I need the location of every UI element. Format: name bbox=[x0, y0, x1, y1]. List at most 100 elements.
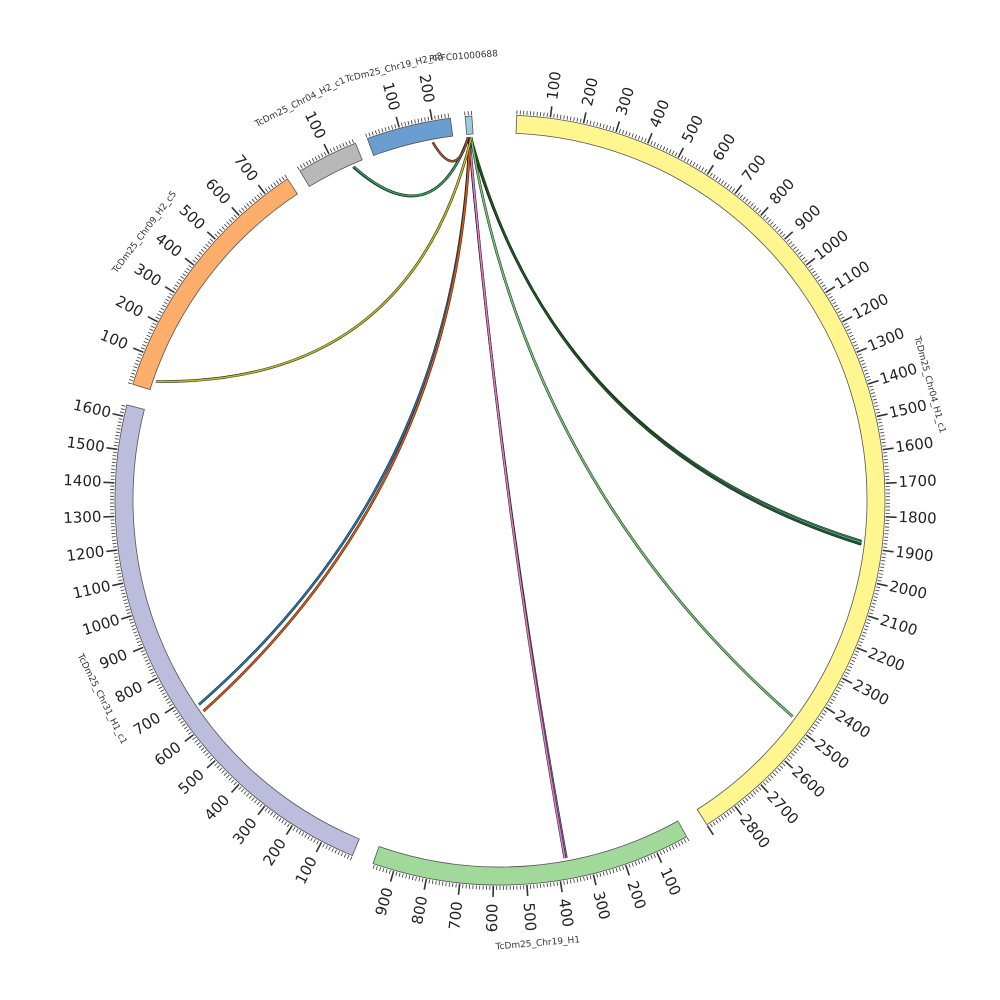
minor-tick bbox=[249, 200, 253, 205]
minor-tick bbox=[158, 686, 163, 690]
minor-tick bbox=[869, 385, 874, 388]
link-outline-2 bbox=[469, 136, 862, 546]
minor-tick bbox=[162, 304, 166, 308]
minor-tick bbox=[853, 653, 858, 656]
major-tick bbox=[734, 184, 743, 195]
minor-tick bbox=[404, 121, 407, 126]
minor-tick bbox=[214, 233, 218, 238]
minor-tick bbox=[852, 341, 857, 344]
minor-tick bbox=[163, 695, 168, 698]
minor-tick bbox=[618, 866, 621, 872]
minor-tick bbox=[596, 122, 599, 127]
minor-tick bbox=[134, 363, 139, 366]
minor-tick bbox=[855, 347, 860, 350]
minor-tick bbox=[692, 162, 696, 166]
minor-tick bbox=[121, 404, 126, 407]
minor-tick bbox=[788, 755, 793, 759]
minor-tick bbox=[124, 605, 129, 608]
segment-tcdm25-chr04-h2-c1 bbox=[299, 142, 363, 187]
minor-tick bbox=[174, 712, 179, 716]
minor-tick bbox=[659, 851, 663, 856]
minor-tick bbox=[184, 270, 188, 274]
minor-tick bbox=[441, 881, 444, 886]
minor-tick bbox=[228, 777, 232, 781]
tick-label: 900 bbox=[372, 885, 397, 917]
link-2 bbox=[470, 136, 862, 546]
minor-tick bbox=[609, 125, 612, 131]
minor-tick bbox=[264, 807, 268, 812]
tick-label: 700 bbox=[230, 151, 262, 185]
minor-tick bbox=[180, 275, 185, 279]
minor-tick bbox=[750, 793, 754, 797]
minor-tick bbox=[878, 421, 883, 424]
major-tick bbox=[315, 841, 323, 853]
major-tick bbox=[706, 164, 714, 175]
minor-tick bbox=[323, 151, 327, 156]
minor-tick bbox=[407, 120, 410, 125]
minor-tick bbox=[178, 278, 183, 282]
minor-tick bbox=[398, 872, 401, 877]
minor-tick bbox=[192, 259, 197, 263]
minor-tick bbox=[793, 246, 797, 250]
minor-tick bbox=[770, 221, 774, 225]
minor-tick bbox=[238, 209, 243, 214]
minor-tick bbox=[126, 612, 131, 615]
minor-tick bbox=[336, 145, 339, 150]
minor-tick bbox=[275, 180, 279, 185]
minor-tick bbox=[155, 316, 160, 320]
minor-tick bbox=[307, 835, 310, 840]
minor-tick bbox=[843, 674, 848, 678]
minor-tick bbox=[863, 628, 868, 631]
minor-tick bbox=[698, 165, 702, 170]
tick-label: 300 bbox=[229, 814, 261, 848]
minor-tick bbox=[188, 731, 192, 735]
major-tick bbox=[257, 805, 266, 816]
minor-tick bbox=[281, 176, 285, 181]
minor-tick bbox=[843, 322, 848, 326]
tick-label: 500 bbox=[520, 902, 540, 932]
tick-label: 500 bbox=[175, 765, 208, 798]
minor-tick bbox=[876, 411, 881, 414]
minor-tick bbox=[737, 803, 741, 808]
minor-tick bbox=[270, 184, 274, 188]
minor-tick bbox=[718, 817, 722, 822]
major-tick bbox=[842, 677, 853, 685]
minor-tick bbox=[823, 709, 828, 713]
minor-tick bbox=[872, 599, 877, 602]
minor-tick bbox=[775, 770, 779, 774]
major-tick bbox=[206, 759, 216, 769]
minor-tick bbox=[767, 219, 772, 223]
minor-tick bbox=[160, 689, 165, 693]
minor-tick bbox=[308, 159, 312, 164]
minor-tick bbox=[297, 166, 300, 171]
minor-tick bbox=[877, 418, 882, 421]
major-tick bbox=[184, 734, 195, 743]
minor-tick bbox=[650, 140, 653, 145]
minor-tick bbox=[329, 148, 333, 153]
minor-tick bbox=[410, 120, 413, 125]
major-tick bbox=[132, 347, 144, 354]
minor-tick bbox=[133, 631, 138, 634]
minor-tick bbox=[857, 353, 862, 356]
minor-tick bbox=[119, 586, 124, 588]
minor-tick bbox=[752, 205, 757, 209]
minor-tick bbox=[134, 634, 139, 637]
tick-label: 700 bbox=[130, 709, 164, 740]
tick-label: 1000 bbox=[811, 226, 852, 264]
minor-tick bbox=[167, 295, 172, 299]
minor-tick bbox=[589, 875, 592, 880]
minor-tick bbox=[637, 135, 641, 140]
minor-tick bbox=[795, 747, 800, 751]
minor-tick bbox=[869, 388, 875, 391]
minor-tick bbox=[147, 331, 152, 335]
link-11 bbox=[432, 137, 469, 162]
segments-layer bbox=[114, 114, 886, 886]
minor-tick bbox=[114, 559, 119, 562]
minor-tick bbox=[129, 621, 134, 624]
tick-label: 300 bbox=[131, 260, 165, 291]
minor-tick bbox=[704, 169, 708, 173]
minor-tick bbox=[747, 200, 751, 205]
major-tick bbox=[164, 286, 175, 294]
minor-tick bbox=[817, 278, 822, 282]
